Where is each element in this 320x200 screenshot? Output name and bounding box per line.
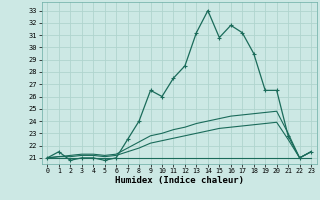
- X-axis label: Humidex (Indice chaleur): Humidex (Indice chaleur): [115, 176, 244, 185]
